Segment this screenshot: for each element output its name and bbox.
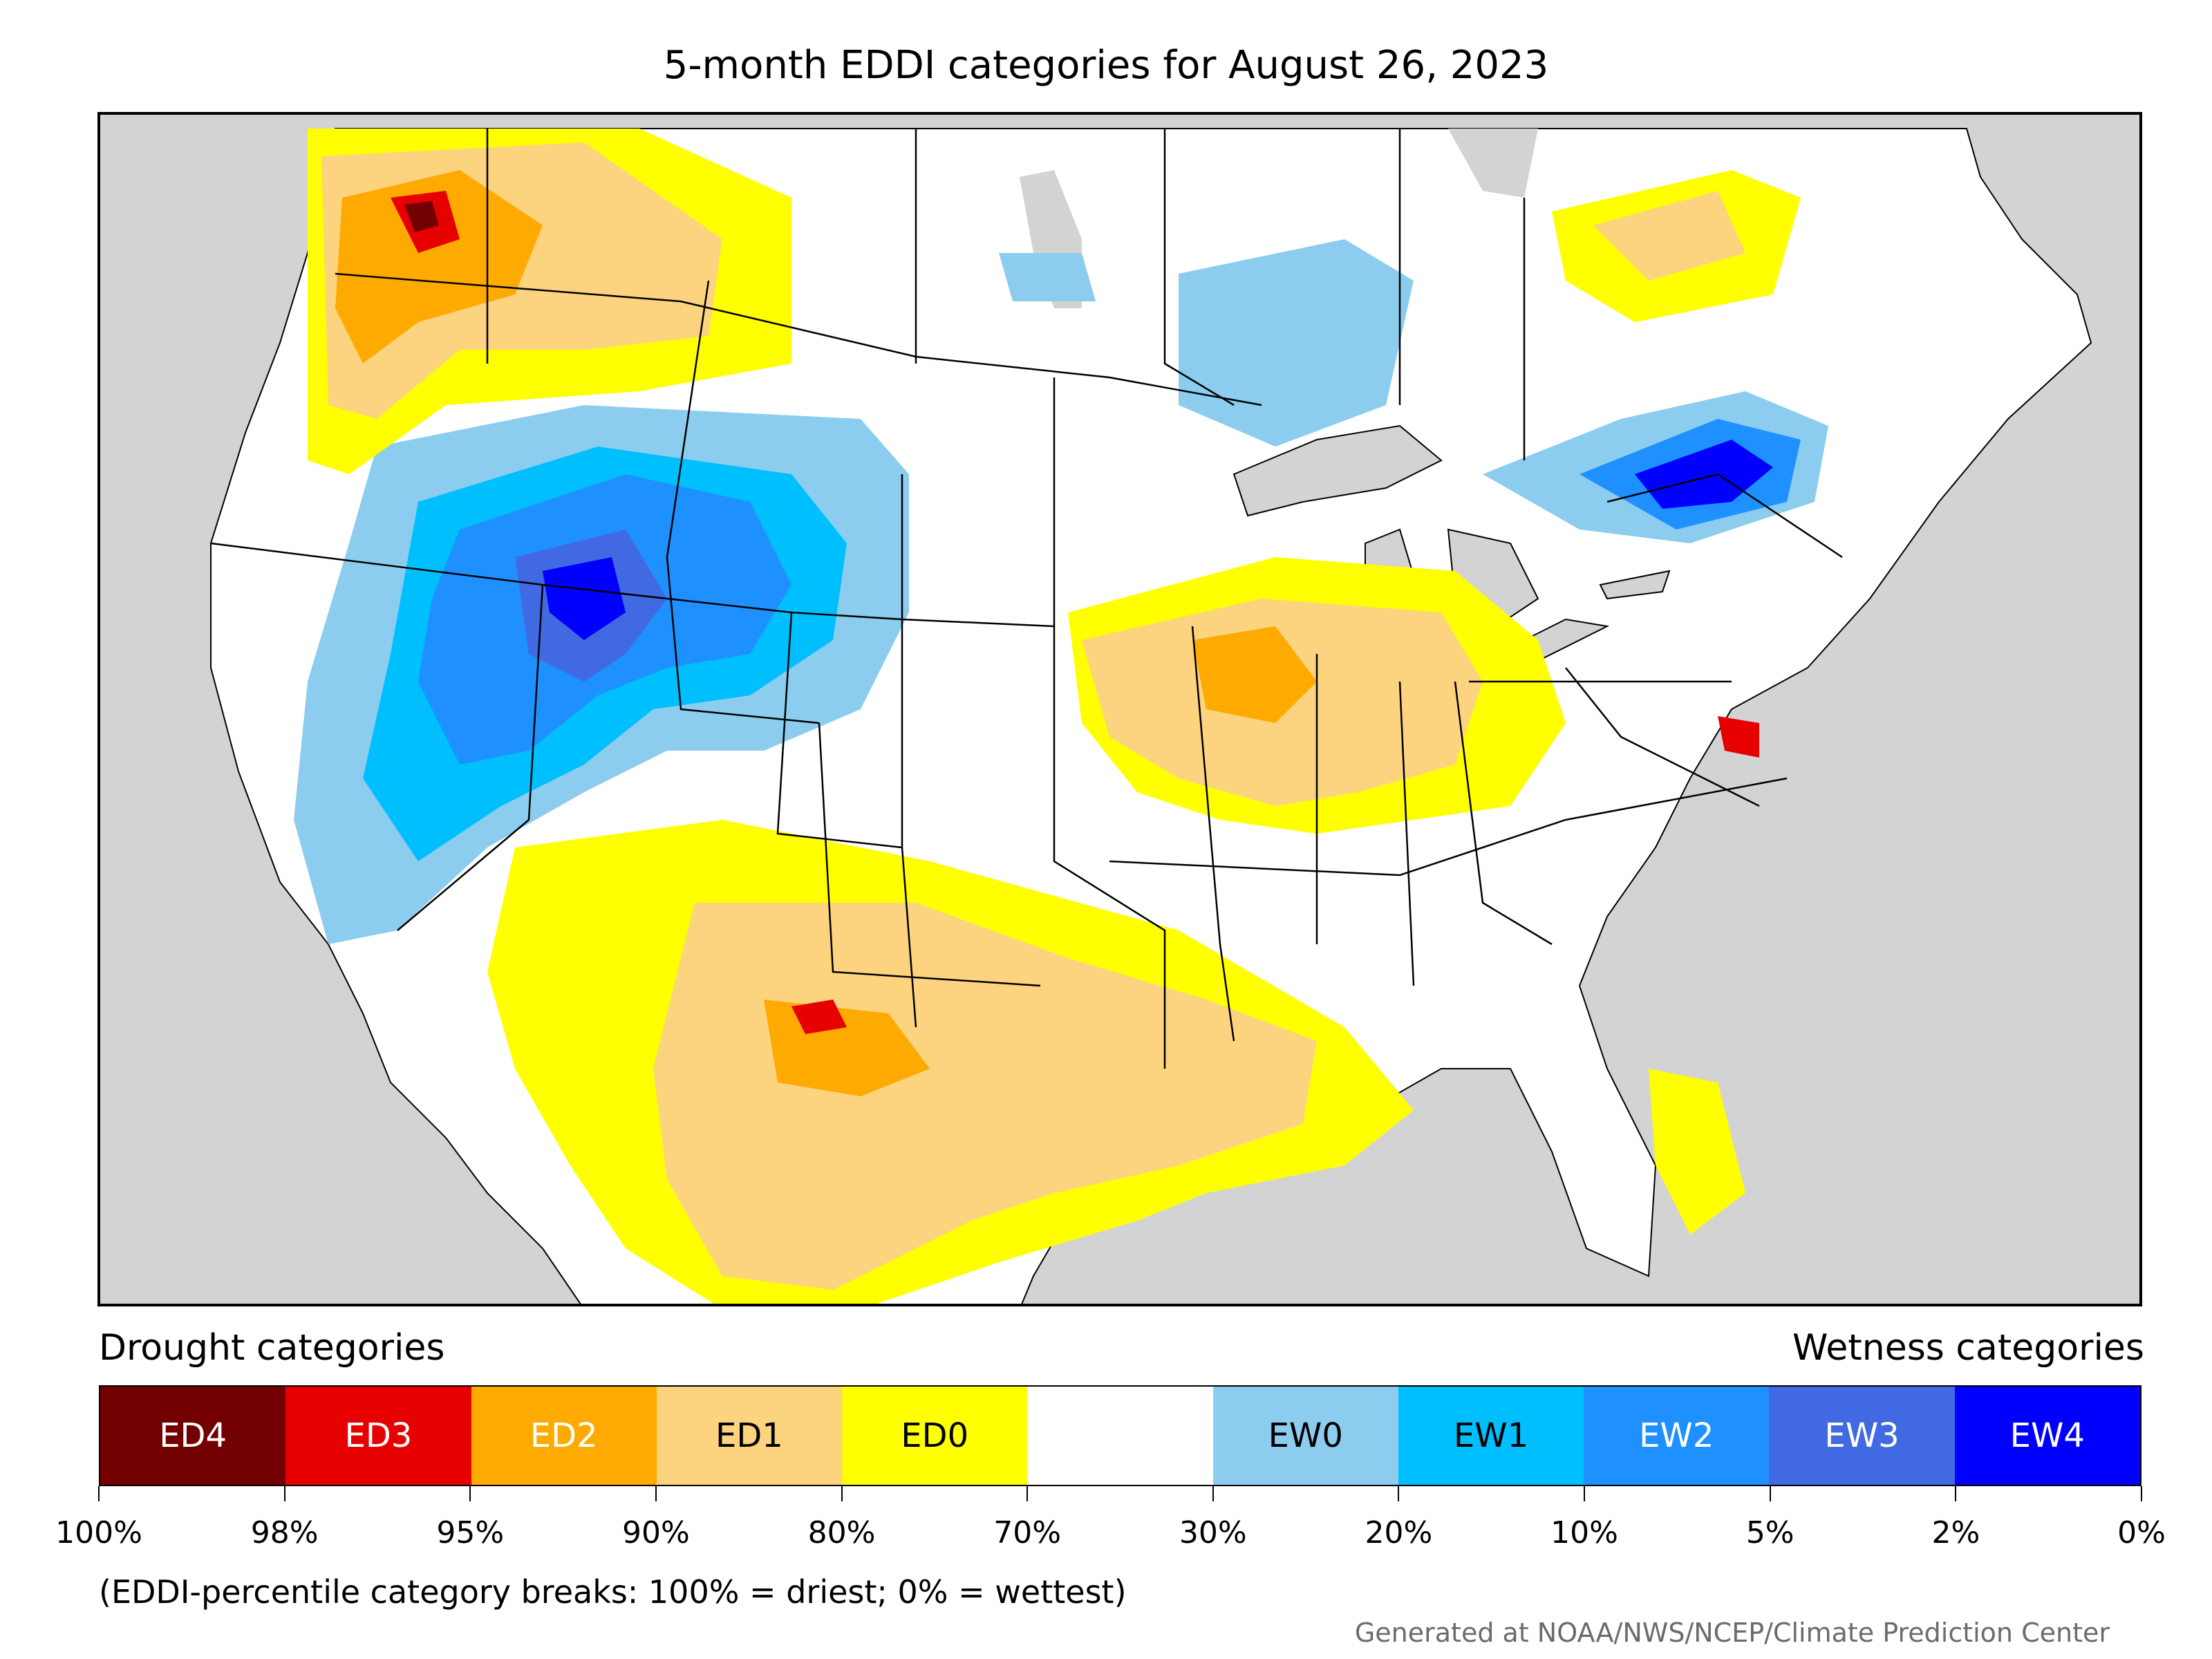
colorbar-tick — [841, 1486, 843, 1501]
colorbar-tick-label: 5% — [1745, 1515, 1794, 1550]
colorbar-tick-label: 0% — [2117, 1515, 2166, 1550]
colorbar-tick — [2141, 1486, 2142, 1501]
legend-swatch-ed4: ED4 — [100, 1387, 286, 1485]
legend-swatch-normal — [1027, 1387, 1213, 1485]
colorbar-tick-label: 98% — [250, 1515, 319, 1550]
colorbar-tick-label: 2% — [1931, 1515, 1980, 1550]
colorbar-tick — [1212, 1486, 1214, 1501]
category-footnote: (EDDI-percentile category breaks: 100% =… — [99, 1573, 1127, 1611]
legend-swatch-ed2: ED2 — [471, 1387, 657, 1485]
category-colorbar: ED4 ED3 ED2 ED1 ED0 EW0 EW1 EW2 EW3 EW4 — [99, 1385, 2141, 1486]
colorbar-tick — [1955, 1486, 1957, 1501]
legend-swatch-ew2: EW2 — [1584, 1387, 1770, 1485]
political-boundaries — [210, 129, 1843, 1069]
colorbar-tick-label: 90% — [622, 1515, 690, 1550]
lake-superior — [1232, 424, 1443, 517]
credit-line: Generated at NOAA/NWS/NCEP/Climate Predi… — [1354, 1618, 2110, 1648]
colorbar-tick — [469, 1486, 471, 1501]
legend-swatch-ed3: ED3 — [285, 1387, 471, 1485]
colorbar-tick — [1584, 1486, 1586, 1501]
legend-swatch-ed0: ED0 — [842, 1387, 1028, 1485]
map-canvas — [210, 128, 2092, 1304]
legend-swatch-ew1: EW1 — [1398, 1387, 1584, 1485]
colorbar-tick-label: 20% — [1365, 1515, 1433, 1550]
map-title: 5-month EDDI categories for August 26, 2… — [663, 43, 1549, 88]
legend-swatch-ew4: EW4 — [1954, 1387, 2140, 1485]
colorbar-tick-label: 95% — [436, 1515, 505, 1550]
wetness-patches — [294, 239, 1828, 944]
colorbar-tick-label: 30% — [1179, 1515, 1247, 1550]
colorbar-tick — [1769, 1486, 1771, 1501]
colorbar-tick-label: 70% — [993, 1515, 1062, 1550]
lake-ontario — [1599, 570, 1671, 600]
legend-swatch-ed1: ED1 — [656, 1387, 843, 1485]
eddi-map — [97, 112, 2142, 1306]
colorbar-tick — [1027, 1486, 1029, 1501]
legend-swatch-ew3: EW3 — [1769, 1387, 1955, 1485]
drought-header: Drought categories — [99, 1327, 445, 1369]
colorbar-ticks — [98, 1486, 2142, 1514]
colorbar-tick — [655, 1486, 657, 1501]
hudson-bay-region — [1448, 129, 1538, 198]
legend-swatch-ew0: EW0 — [1212, 1387, 1398, 1485]
colorbar-tick-label: 100% — [55, 1515, 142, 1550]
wetness-header: Wetness categories — [1792, 1327, 2144, 1369]
colorbar-tick — [98, 1486, 100, 1501]
colorbar-tick-label: 80% — [807, 1515, 876, 1550]
colorbar-tick — [1398, 1486, 1400, 1501]
colorbar-tick-label: 10% — [1550, 1515, 1618, 1550]
colorbar-tick — [283, 1486, 285, 1501]
drought-patches — [308, 129, 1801, 1304]
